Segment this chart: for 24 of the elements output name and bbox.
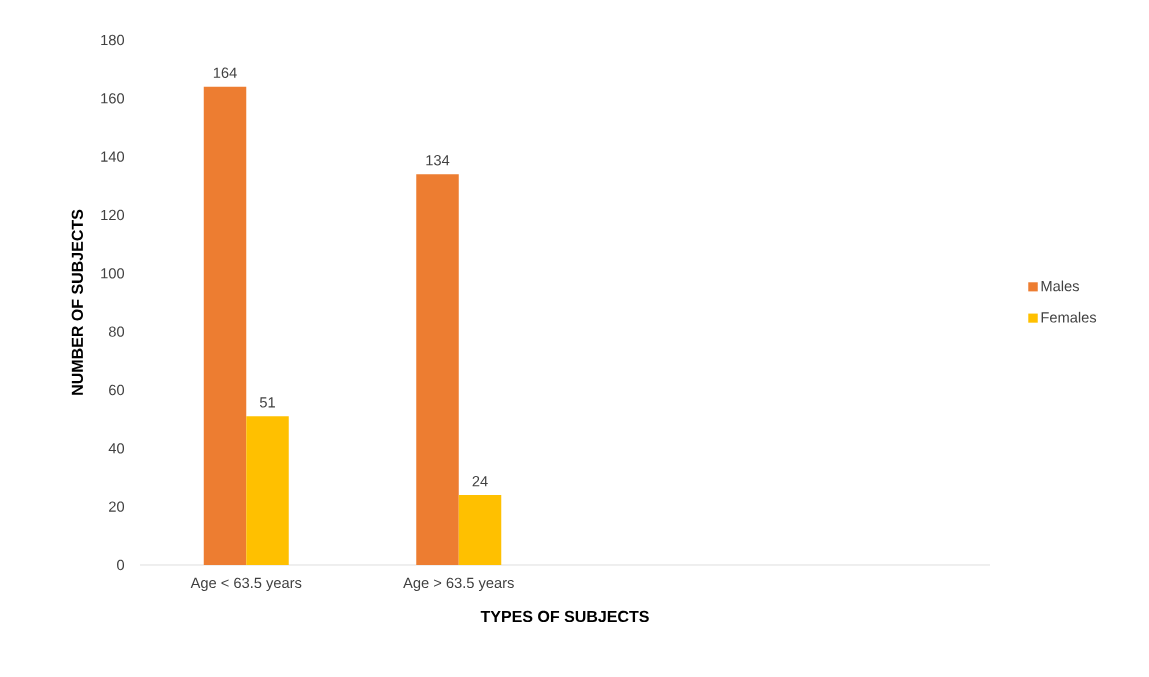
- y-tick-label: 0: [117, 559, 125, 571]
- data-label: 51: [259, 397, 275, 408]
- y-tick-label: 140: [101, 151, 125, 162]
- y-tick-label: 100: [101, 268, 125, 279]
- x-tick-label: Age > 63.5 years: [403, 577, 514, 591]
- legend-label: Males: [1041, 280, 1079, 292]
- y-tick-label: 80: [108, 326, 125, 337]
- y-tick-label: 180: [101, 34, 125, 46]
- legend-label: Females: [1041, 311, 1097, 323]
- y-tick-label: 160: [101, 93, 125, 104]
- bar: [203, 86, 247, 565]
- x-axis-title: TYPES OF SUBJECTS: [480, 610, 649, 623]
- y-tick-label: 20: [109, 501, 125, 512]
- y-tick-label: 60: [109, 384, 125, 396]
- y-tick-label: 120: [101, 209, 125, 221]
- bar: [416, 174, 459, 565]
- x-tick-label: Age < 63.5 years: [190, 577, 302, 591]
- bar: [458, 494, 502, 565]
- data-label: 164: [213, 67, 237, 78]
- y-tick-label: 40: [108, 443, 125, 454]
- data-label: 24: [472, 476, 488, 487]
- bar: [246, 416, 289, 565]
- data-label: 134: [426, 155, 450, 166]
- y-axis-title: NUMBER OF SUBJECTS: [71, 209, 83, 395]
